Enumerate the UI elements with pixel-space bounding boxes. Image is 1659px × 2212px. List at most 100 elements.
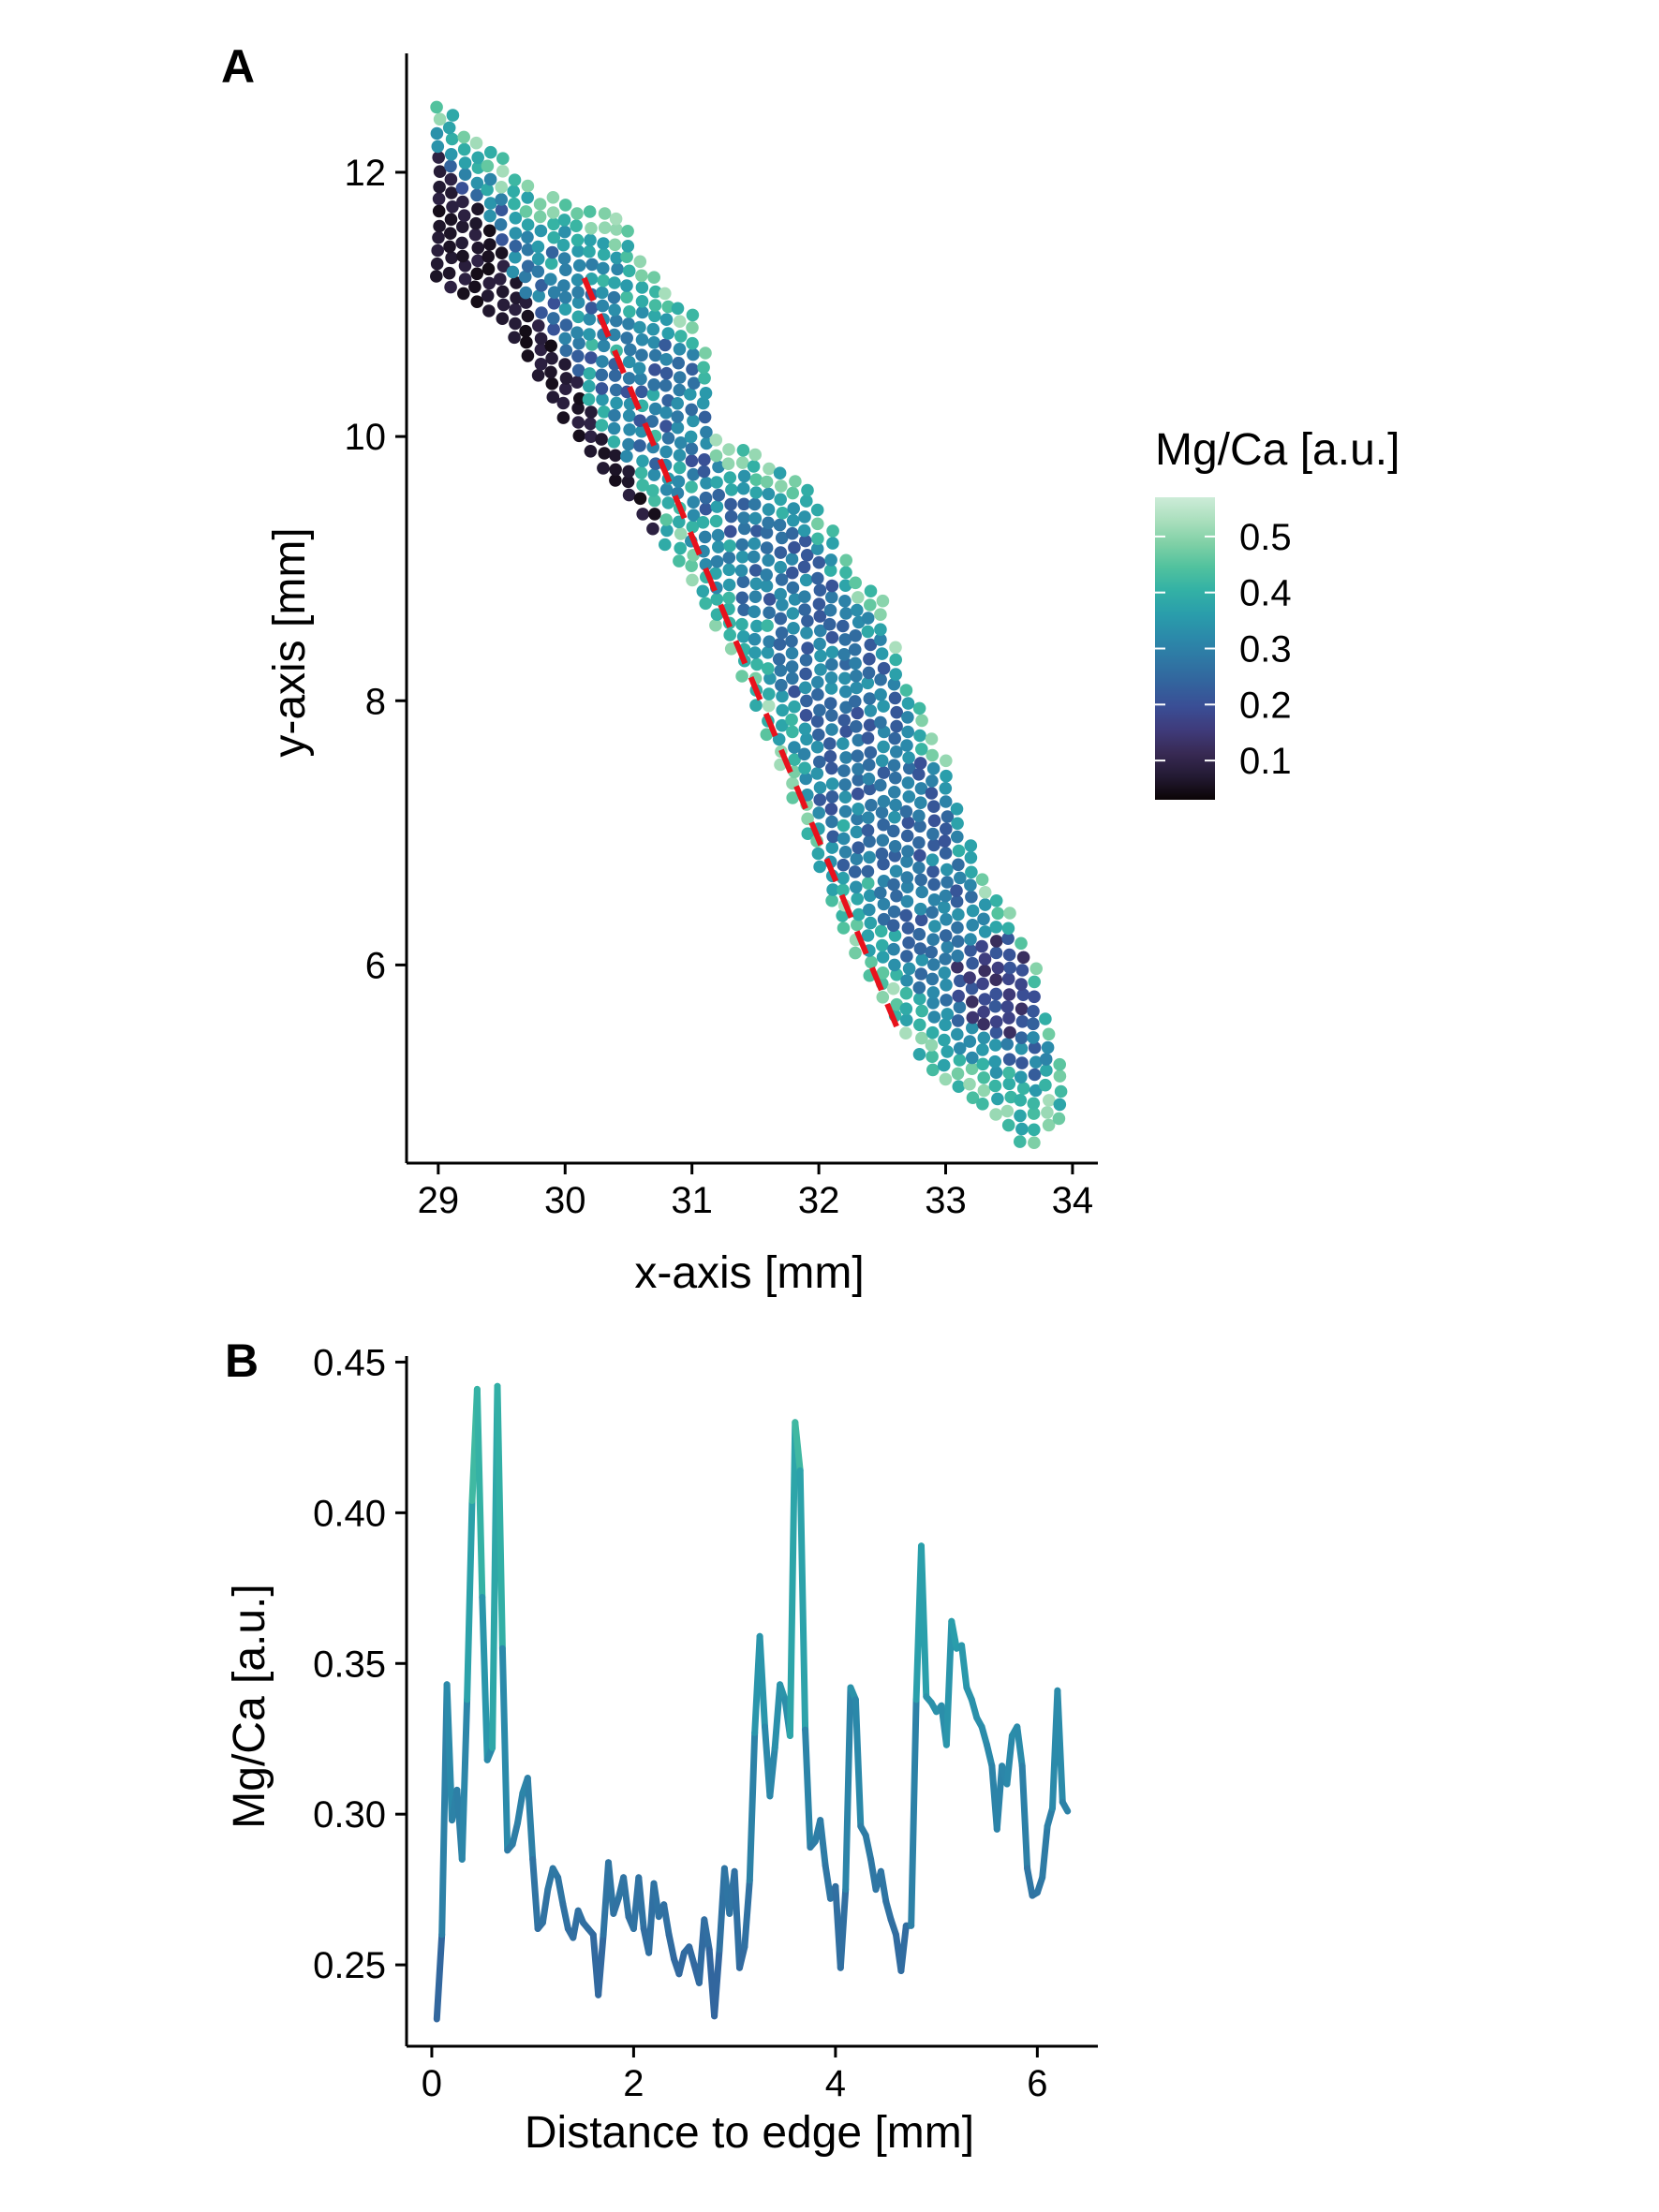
map-point — [674, 436, 688, 450]
map-point — [800, 494, 813, 508]
map-point — [582, 392, 596, 406]
map-point — [977, 912, 990, 926]
map-point — [762, 699, 776, 713]
map-point — [890, 705, 903, 719]
map-point — [534, 358, 548, 371]
map-point — [636, 454, 649, 468]
map-point — [877, 700, 890, 713]
map-point — [620, 450, 633, 464]
map-point — [760, 579, 774, 593]
map-point — [824, 803, 838, 816]
map-point — [925, 945, 938, 959]
map-point — [622, 437, 635, 451]
map-point — [762, 553, 775, 568]
map-point — [608, 238, 622, 252]
map-point — [940, 913, 953, 926]
map-point — [849, 576, 862, 590]
legend-title: Mg/Ca [a.u.] — [1155, 425, 1400, 475]
map-point — [750, 657, 763, 671]
map-point — [510, 291, 523, 305]
map-point — [1028, 1040, 1042, 1054]
map-point — [774, 493, 787, 507]
map-point — [874, 715, 887, 730]
map-point — [849, 629, 862, 642]
map-point — [1014, 1135, 1027, 1148]
map-point — [1027, 1031, 1040, 1044]
map-point — [1027, 1097, 1041, 1111]
map-point — [902, 789, 916, 804]
map-point — [610, 314, 623, 328]
transect-line — [581, 276, 904, 1040]
map-point — [659, 378, 673, 392]
map-point — [597, 261, 610, 275]
map-point — [735, 538, 749, 552]
map-point — [863, 903, 876, 917]
map-point — [685, 454, 699, 468]
map-point — [482, 224, 496, 238]
map-point — [788, 741, 801, 754]
series-segment — [802, 1726, 814, 1851]
map-point — [430, 270, 443, 283]
map-point — [735, 617, 748, 631]
map-point — [989, 987, 1003, 1001]
map-point — [978, 993, 992, 1006]
map-point — [851, 749, 865, 762]
map-point — [571, 363, 585, 377]
map-point — [545, 351, 558, 365]
map-point — [623, 305, 636, 318]
map-point — [547, 312, 560, 325]
map-point — [660, 524, 674, 538]
map-point — [926, 996, 940, 1010]
map-point — [444, 148, 458, 161]
map-point — [762, 662, 775, 675]
map-point — [825, 841, 839, 854]
map-point — [763, 671, 777, 686]
map-point — [965, 1062, 979, 1075]
map-point — [709, 514, 723, 528]
map-point — [748, 497, 762, 511]
map-point — [941, 1008, 955, 1021]
map-point — [623, 423, 636, 436]
map-point — [585, 430, 598, 444]
map-point — [531, 240, 545, 254]
map-point — [442, 121, 456, 135]
map-point — [710, 593, 724, 606]
map-point — [622, 355, 636, 369]
map-point — [698, 453, 711, 466]
map-point — [812, 806, 825, 819]
map-point — [951, 921, 964, 935]
map-point — [736, 575, 750, 588]
map-point — [496, 312, 510, 326]
map-point — [571, 349, 585, 363]
map-point — [687, 467, 700, 481]
map-point — [1000, 1104, 1015, 1118]
colorbar-legend: Mg/Ca [a.u.] 0.1 0.2 0.3 0.4 0.5 — [1155, 425, 1400, 800]
series-segment — [1024, 1865, 1036, 1899]
map-point — [900, 739, 913, 752]
map-point — [433, 112, 447, 126]
map-point — [976, 1098, 989, 1111]
panel-a-y-axis-title: y-axis [mm] — [265, 527, 315, 757]
map-point — [952, 844, 966, 858]
map-point — [583, 328, 596, 341]
map-point — [1002, 1066, 1015, 1080]
map-point — [531, 252, 545, 266]
map-point — [723, 628, 736, 641]
map-point — [852, 591, 865, 604]
map-point — [458, 273, 472, 286]
map-point — [811, 687, 824, 701]
map-point — [585, 406, 598, 419]
map-point — [899, 1026, 912, 1040]
map-point — [699, 502, 713, 516]
map-point — [927, 800, 941, 813]
map-point — [583, 205, 597, 218]
map-point — [877, 818, 890, 832]
panel-b-x-tick-label: 4 — [825, 2063, 846, 2104]
map-point — [838, 778, 852, 791]
map-point — [852, 733, 866, 747]
map-point — [850, 681, 864, 695]
map-point — [456, 195, 469, 209]
map-point — [901, 816, 915, 830]
map-point — [798, 590, 811, 603]
map-point — [585, 302, 599, 315]
